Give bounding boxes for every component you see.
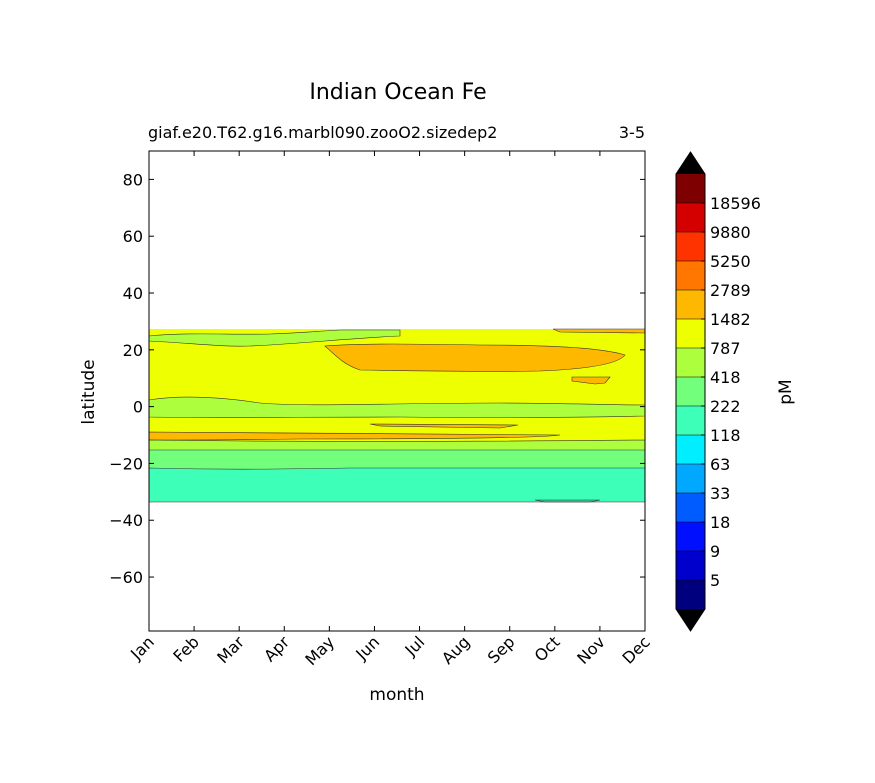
x-tick-label: May: [301, 632, 338, 669]
x-axis-label: month: [369, 685, 424, 705]
band-418-787-north: [149, 329, 401, 347]
spot-1482-2789-nov: [571, 376, 611, 385]
contour-field: [149, 328, 645, 503]
band-418-787-equator: [149, 396, 645, 418]
x-tick-label: Sep: [484, 632, 519, 667]
y-tick-label: 20: [123, 341, 143, 360]
colorbar-outline: [675, 151, 706, 632]
x-tick-label: Dec: [618, 632, 653, 667]
colorbar-tick-label: 222: [710, 397, 741, 416]
colorbar-segment: [676, 203, 705, 233]
chart-subtitle-left: giaf.e20.T62.g16.marbl090.zooO2.sizedep2: [148, 123, 497, 142]
y-axis: 80 60 40 20 0 −20 −40 −60: [109, 170, 645, 587]
x-tick-label: Oct: [531, 632, 564, 665]
colorbar-extend-bottom: [676, 609, 705, 631]
colorbar-tick-label: 63: [710, 455, 730, 474]
colorbar-segment: [676, 580, 705, 610]
colorbar-tick-label: 18: [710, 513, 730, 532]
x-tick-label: Feb: [169, 632, 202, 665]
colorbar-segment: [676, 174, 705, 204]
plot-frame: [148, 150, 646, 632]
y-tick-label: −40: [109, 511, 143, 530]
colorbar-segment: [676, 522, 705, 552]
colorbar-segment: [676, 290, 705, 320]
colorbar-segment: [676, 232, 705, 262]
colorbar-tick-label: 5: [710, 571, 720, 590]
colorbar-tick-label: 1482: [710, 310, 751, 329]
colorbar-segment: [676, 319, 705, 349]
colorbar-segment: [676, 464, 705, 494]
y-tick-label: 40: [123, 284, 143, 303]
spot-118-oct: [534, 499, 601, 503]
x-tick-label: Nov: [573, 632, 609, 668]
band-1482-2789-south: [149, 431, 561, 441]
y-tick-label: −60: [109, 568, 143, 587]
band-418-787-south: [149, 439, 645, 453]
colorbar-segment: [676, 435, 705, 465]
spot-1482-2789-jul: [369, 423, 519, 429]
colorbar-tick-label: 9: [710, 542, 720, 561]
colorbar-segment: [676, 551, 705, 581]
x-tick-label: Aug: [438, 632, 474, 668]
x-tick-label: Mar: [213, 632, 248, 667]
colorbar-tick-label: 33: [710, 484, 730, 503]
colorbar-tick-label: 118: [710, 426, 741, 445]
colorbar-tick-label: 18596: [710, 194, 761, 213]
y-axis-label: latitude: [79, 359, 99, 424]
band-222-418: [149, 449, 645, 471]
y-tick-label: 80: [123, 170, 143, 189]
colorbar-segment: [676, 377, 705, 407]
colorbar-tick-label: 9880: [710, 223, 751, 242]
x-tick-label: Jun: [351, 632, 383, 664]
colorbar-tick-label: 2789: [710, 281, 751, 300]
y-tick-label: −20: [109, 454, 143, 473]
colorbar-tick-label: 787: [710, 339, 741, 358]
y-tick-label: 0: [133, 398, 143, 417]
colorbar-segment: [676, 406, 705, 436]
colorbar-label: pM: [776, 379, 796, 404]
colorbar-tick-label: 5250: [710, 252, 751, 271]
colorbar-segment: [676, 348, 705, 378]
colorbar: 18596 9880 5250 2789 1482 787 418 222 118 63 33 18 9…: [675, 151, 761, 632]
y-tick-label: 60: [123, 227, 143, 246]
x-tick-label: Jul: [401, 632, 429, 660]
x-tick-label: Apr: [260, 632, 293, 665]
colorbar-segment: [676, 493, 705, 523]
colorbar-segment: [676, 261, 705, 291]
band-1482-2789-north: [324, 343, 626, 372]
plot-area: 80 60 40 20 0 −20 −40 −60 Jan Feb Mar Apr May Jun Jul…: [109, 150, 654, 669]
chart-title: Indian Ocean Fe: [309, 80, 486, 105]
strip-1482-2789-top: [552, 328, 645, 334]
chart-subtitle-right: 3-5: [619, 123, 645, 142]
x-tick-label: Jan: [126, 632, 158, 664]
colorbar-tick-label: 418: [710, 368, 741, 387]
band-118-222: [149, 467, 645, 503]
colorbar-extend-top: [676, 152, 705, 174]
